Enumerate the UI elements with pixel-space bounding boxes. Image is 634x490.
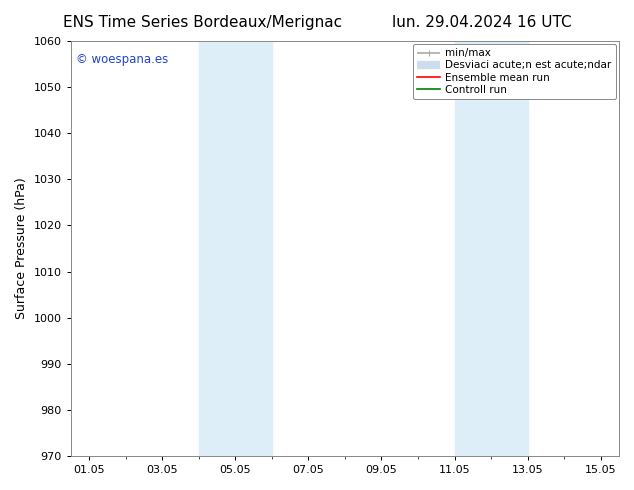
Text: © woespana.es: © woespana.es bbox=[76, 53, 169, 67]
Y-axis label: Surface Pressure (hPa): Surface Pressure (hPa) bbox=[15, 178, 28, 319]
Text: lun. 29.04.2024 16 UTC: lun. 29.04.2024 16 UTC bbox=[392, 15, 572, 30]
Legend: min/max, Desviaci acute;n est acute;ndar, Ensemble mean run, Controll run: min/max, Desviaci acute;n est acute;ndar… bbox=[413, 44, 616, 99]
Bar bbox=[198, 41, 272, 456]
Text: ENS Time Series Bordeaux/Merignac: ENS Time Series Bordeaux/Merignac bbox=[63, 15, 342, 30]
Bar bbox=[455, 41, 527, 456]
